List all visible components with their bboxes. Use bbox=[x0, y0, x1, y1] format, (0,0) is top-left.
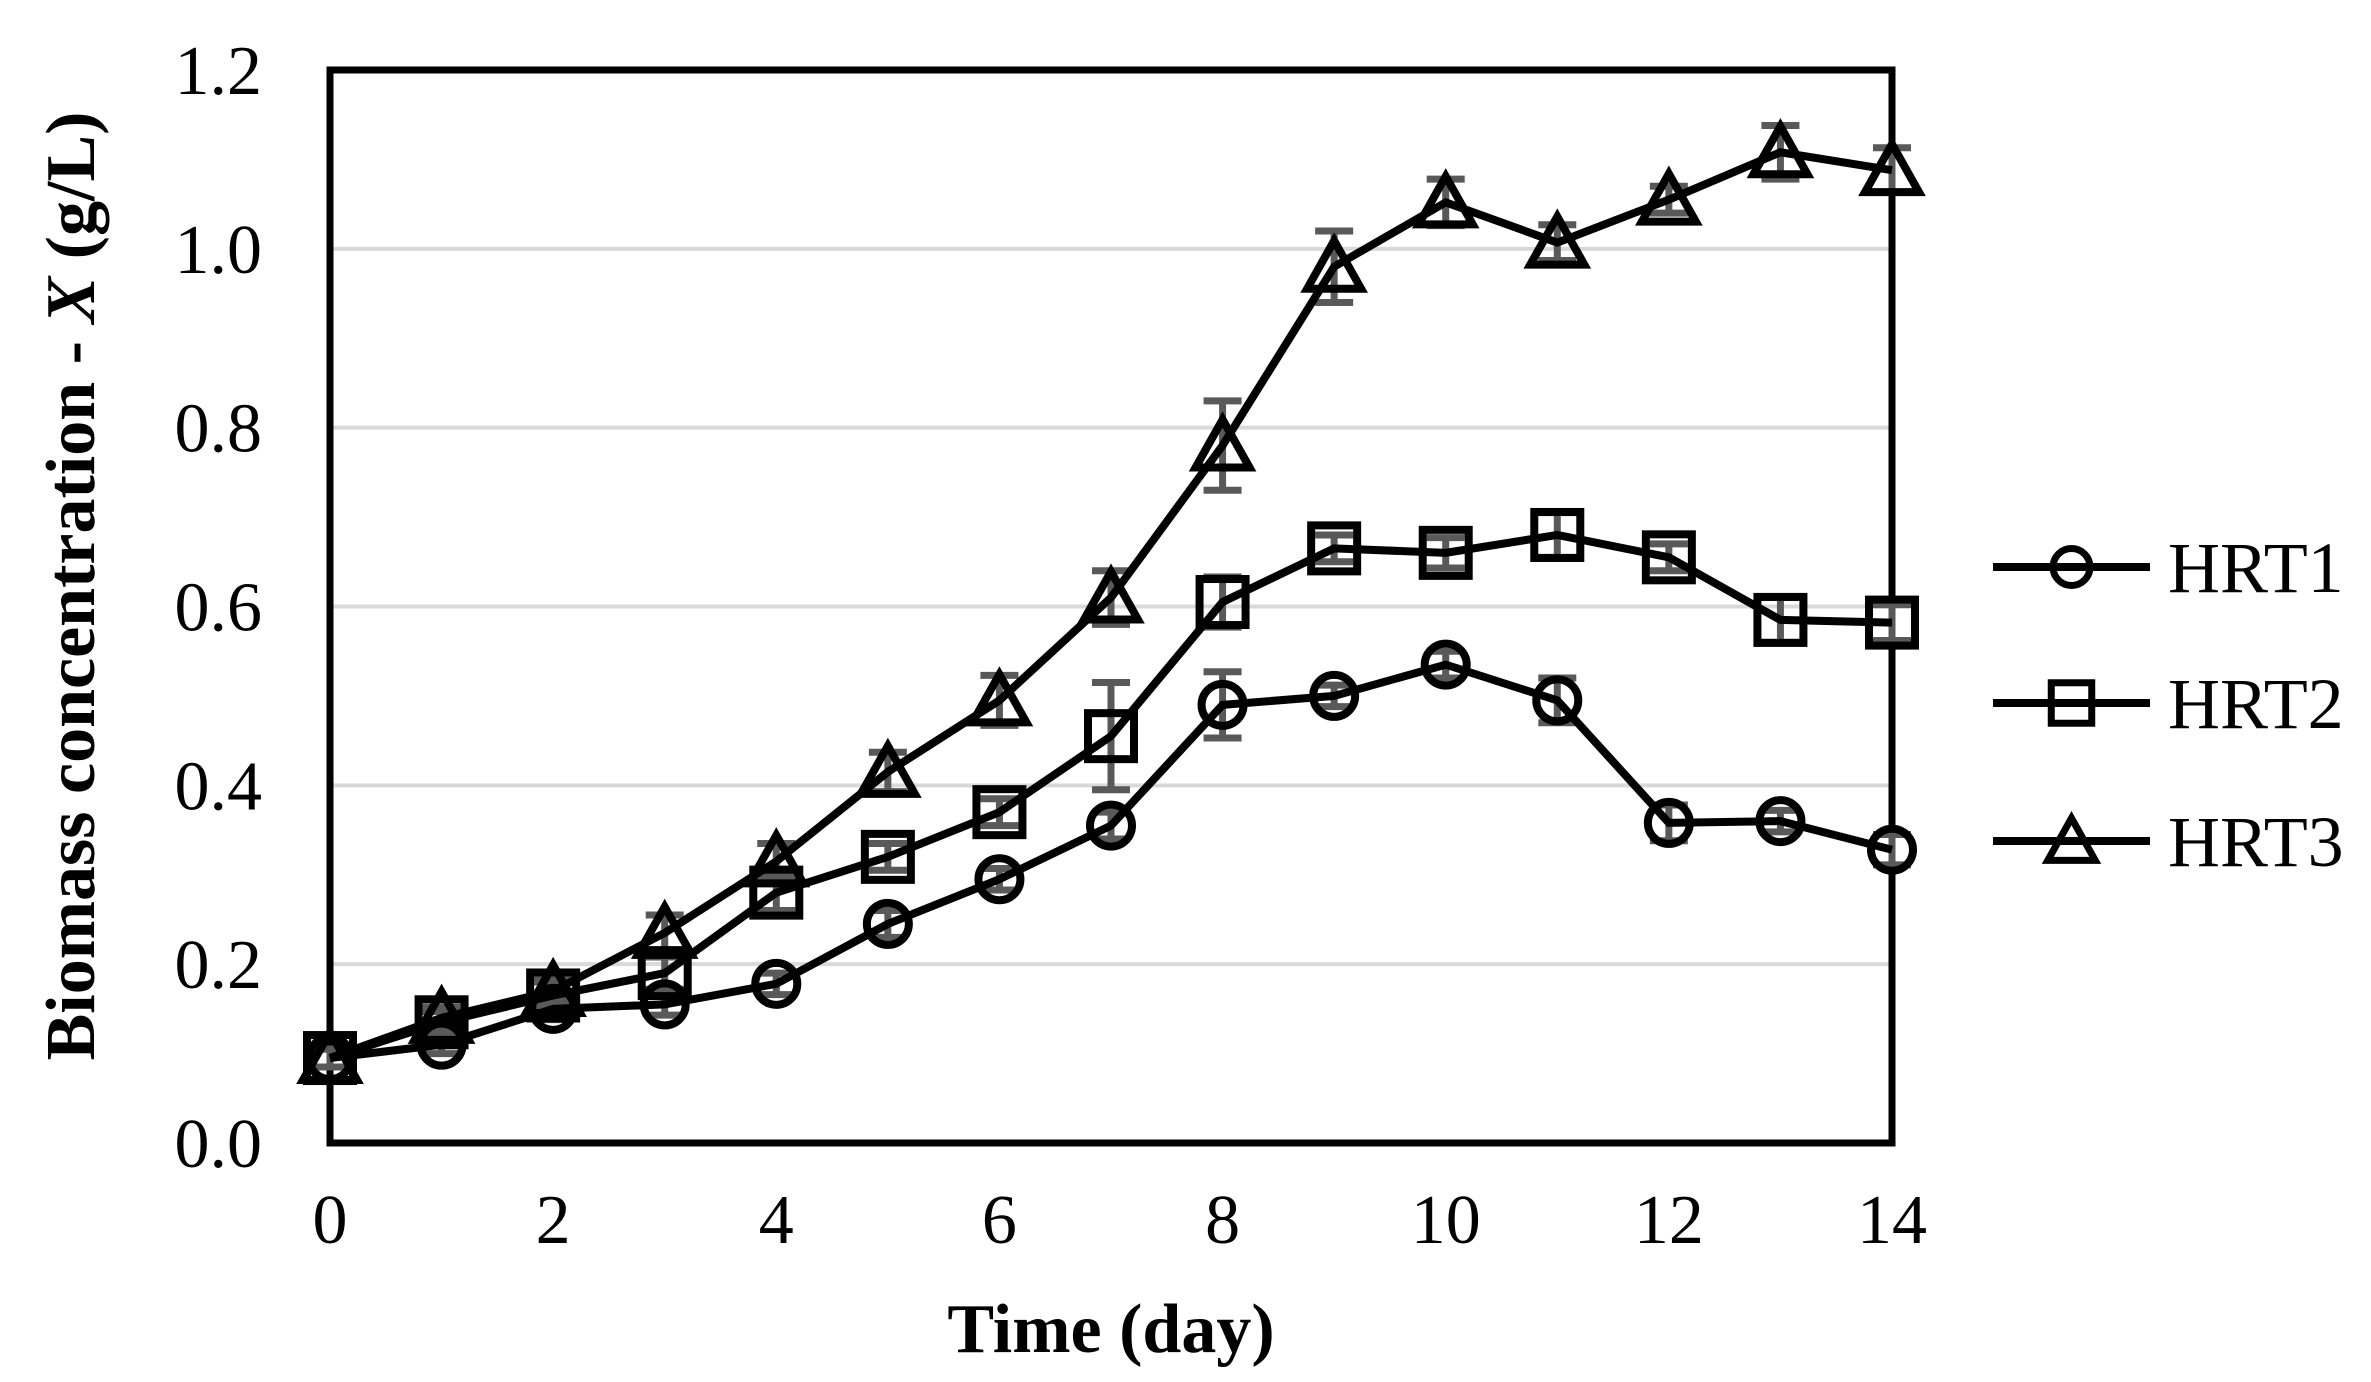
x-tick-label: 0 bbox=[313, 1182, 348, 1259]
marker-triangle bbox=[519, 956, 587, 1017]
legend: HRT1 HRT2 HRT3 bbox=[1993, 528, 2344, 882]
marker-triangle bbox=[1188, 411, 1257, 472]
marker-triangle bbox=[1858, 135, 1926, 197]
y-axis-title-variable: X bbox=[33, 276, 110, 324]
marker-circle bbox=[1532, 675, 1583, 726]
legend-marker-triangle bbox=[2041, 810, 2102, 864]
marker-circle bbox=[1643, 797, 1694, 848]
marker-triangle bbox=[742, 827, 811, 888]
marker-square bbox=[860, 829, 915, 884]
x-tick-label: 8 bbox=[1205, 1182, 1240, 1259]
marker-triangle bbox=[1746, 118, 1815, 179]
marker-square bbox=[1418, 525, 1473, 580]
marker-circle bbox=[2049, 545, 2094, 589]
legend-label: HRT2 bbox=[2168, 664, 2344, 744]
marker-circle bbox=[1309, 670, 1360, 721]
series-line-HRT3 bbox=[328, 148, 1893, 1062]
legend-label: HRT1 bbox=[2168, 528, 2344, 608]
marker-triangle bbox=[630, 898, 699, 959]
marker-triangle bbox=[1411, 168, 1480, 229]
marker-triangle bbox=[1077, 563, 1145, 624]
marker-circle bbox=[1086, 800, 1136, 851]
legend-marker-square bbox=[2047, 679, 2096, 727]
marker-circle bbox=[639, 979, 690, 1030]
marker-square bbox=[1641, 530, 1696, 585]
y-tick-label: 0.4 bbox=[175, 748, 263, 825]
y-tick-label: 0.2 bbox=[175, 927, 263, 1004]
x-tick-label: 6 bbox=[982, 1182, 1017, 1259]
series-line-HRT1 bbox=[329, 660, 1893, 1063]
marker-circle bbox=[974, 854, 1025, 905]
marker-square bbox=[1753, 592, 1808, 647]
marker-circle bbox=[751, 958, 802, 1009]
x-axis-title: Time (day) bbox=[947, 1291, 1275, 1368]
y-tick-label: 1.0 bbox=[175, 212, 263, 289]
marker-square bbox=[1084, 709, 1138, 764]
marker-square bbox=[1195, 575, 1250, 630]
legend-marker-circle bbox=[2049, 545, 2094, 589]
marker-triangle bbox=[296, 1023, 364, 1085]
x-tick-labels: 0 2 4 6 8 10 12 14 bbox=[313, 1182, 1928, 1259]
marker-triangle bbox=[1523, 208, 1592, 269]
marker-circle bbox=[1867, 824, 1917, 875]
marker-triangle bbox=[2041, 810, 2102, 864]
marker-square bbox=[1530, 507, 1585, 562]
legend-item-HRT3: HRT3 bbox=[1993, 802, 2344, 882]
x-tick-label: 2 bbox=[536, 1182, 571, 1259]
marker-triangle bbox=[407, 983, 476, 1044]
marker-square bbox=[2047, 679, 2096, 727]
x-tick-label: 4 bbox=[759, 1182, 794, 1259]
y-tick-label: 0.6 bbox=[175, 570, 263, 647]
x-tick-label: 14 bbox=[1857, 1182, 1927, 1259]
marker-circle bbox=[1197, 679, 1248, 730]
y-tick-labels: 0.0 0.2 0.4 0.6 0.8 1.0 1.2 bbox=[175, 33, 263, 1183]
legend-label: HRT3 bbox=[2168, 802, 2344, 882]
y-tick-label: 0.8 bbox=[175, 391, 263, 468]
y-axis-title-suffix: (g/L) bbox=[33, 111, 110, 277]
marker-square bbox=[1865, 595, 1919, 650]
marker-triangle bbox=[965, 666, 1034, 727]
marker-square bbox=[972, 785, 1027, 840]
y-axis-title-prefix: Biomass concentration - bbox=[33, 323, 110, 1061]
y-tick-label: 0.0 bbox=[175, 1106, 263, 1183]
marker-circle bbox=[862, 898, 913, 949]
x-tick-label: 12 bbox=[1634, 1182, 1704, 1259]
legend-item-HRT2: HRT2 bbox=[1993, 664, 2344, 744]
marker-triangle bbox=[854, 737, 922, 798]
marker-circle bbox=[1755, 796, 1806, 847]
marker-square bbox=[749, 865, 804, 920]
marker-square bbox=[1307, 521, 1362, 576]
series-line-HRT2 bbox=[328, 530, 1893, 1062]
marker-circle bbox=[1420, 639, 1471, 690]
markers-HRT3 bbox=[296, 118, 1926, 1085]
markers-HRT2 bbox=[303, 507, 1919, 1086]
marker-square bbox=[637, 946, 692, 1001]
marker-triangle bbox=[1300, 232, 1368, 293]
legend-item-HRT1: HRT1 bbox=[1993, 528, 2344, 608]
x-tick-label: 10 bbox=[1411, 1182, 1481, 1259]
y-tick-label: 1.2 bbox=[175, 33, 263, 110]
y-axis-title: Biomass concentration - X (g/L) bbox=[33, 112, 110, 1061]
marker-triangle bbox=[1635, 165, 1703, 226]
